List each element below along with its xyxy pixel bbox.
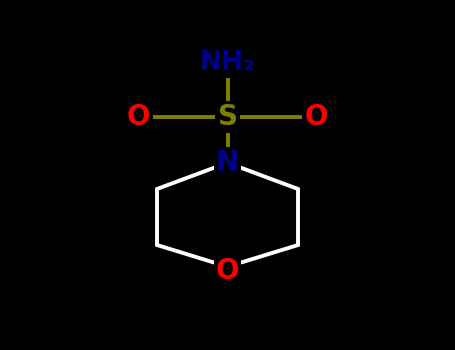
Text: O: O [304, 103, 328, 131]
Text: O: O [127, 103, 151, 131]
Text: O: O [216, 257, 239, 285]
Text: N: N [216, 149, 239, 177]
Text: NH₂: NH₂ [200, 50, 255, 76]
Text: S: S [217, 103, 238, 131]
